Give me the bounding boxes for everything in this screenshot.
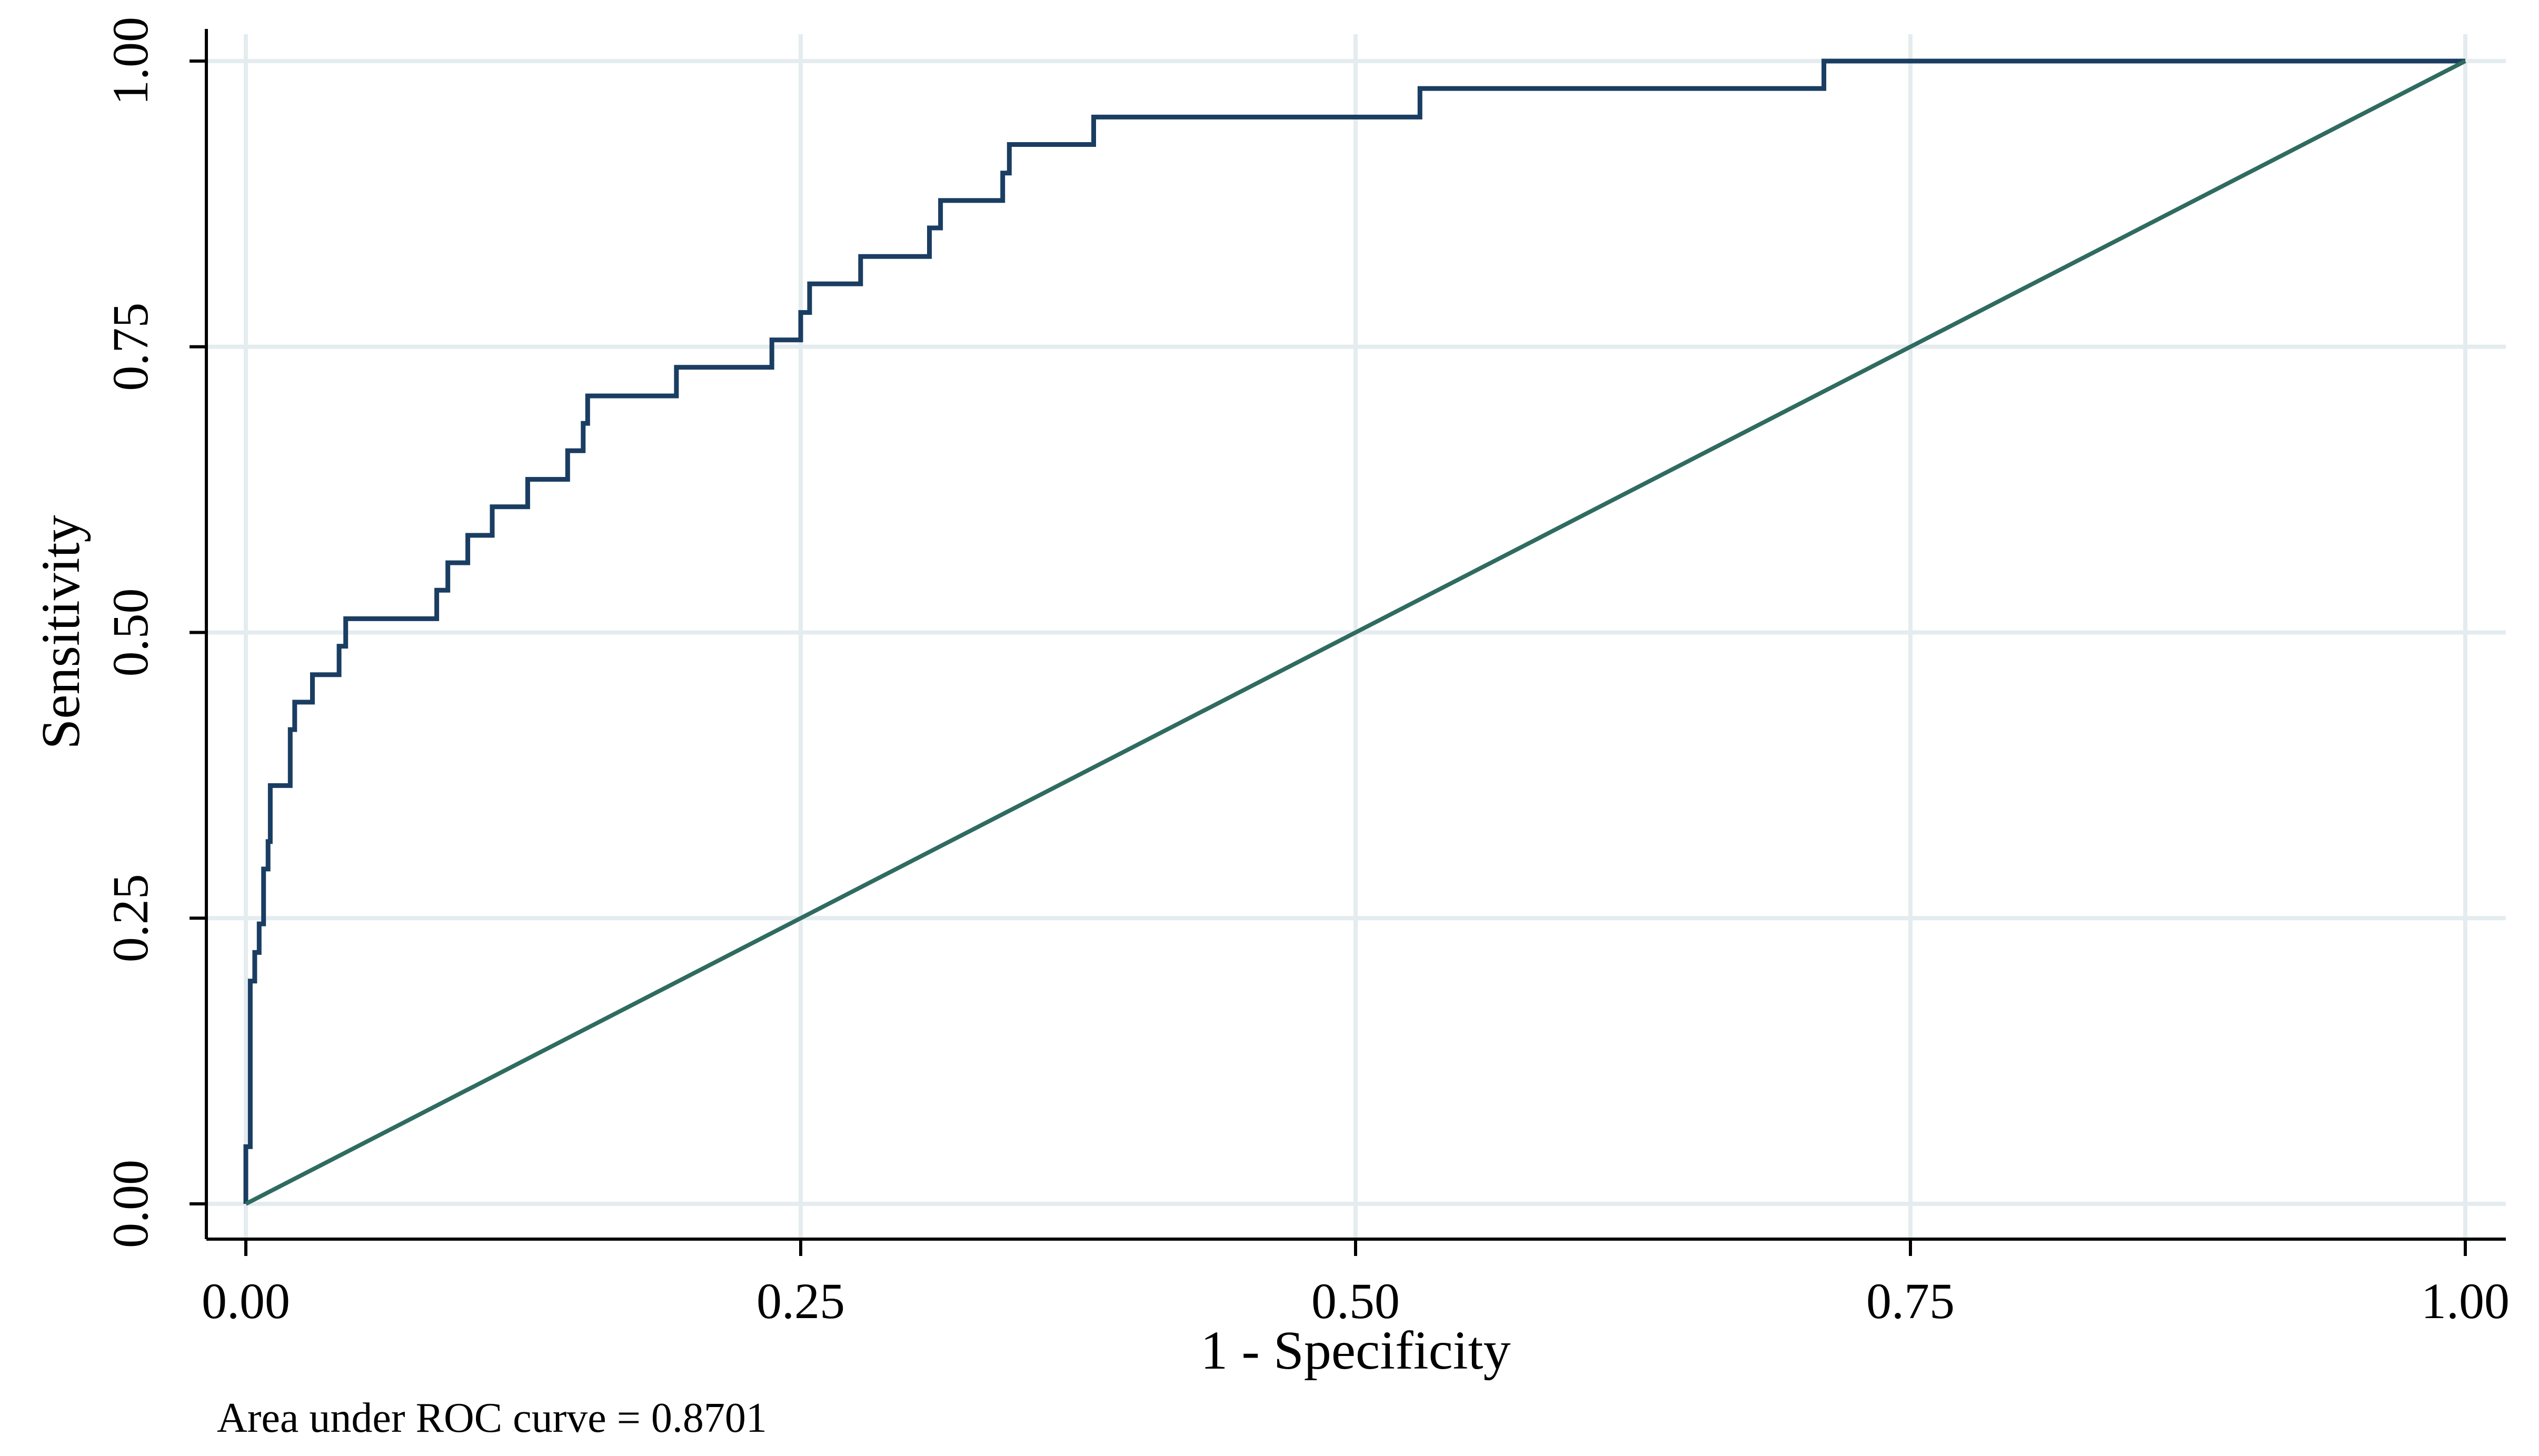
x-tick-label: 1.00: [2421, 1273, 2510, 1329]
y-tick-label: 0.00: [102, 1160, 158, 1248]
axes-layer: [190, 29, 2506, 1256]
reference-diagonal-line: [245, 59, 2466, 1206]
y-tick-label: 1.00: [102, 17, 158, 105]
x-tick-label: 0.25: [756, 1273, 845, 1329]
y-axis-title: Sensitivity: [31, 515, 91, 750]
x-tick-label: 0.75: [1866, 1273, 1955, 1329]
labels-layer: 0.00 0.25 0.50 0.75 1.00 0.00 0.25 0.50 0.75 1.00: [102, 17, 2510, 1329]
x-tick-label: 0.50: [1311, 1273, 1400, 1329]
x-tick-label: 0.00: [202, 1273, 290, 1329]
y-tick-label: 0.50: [102, 589, 158, 677]
x-axis-title: 1 - Specificity: [1200, 1320, 1510, 1381]
auc-note: Area under ROC curve = 0.8701: [217, 1395, 767, 1441]
y-tick-label: 0.25: [102, 874, 158, 962]
roc-curve-line: [243, 58, 2465, 1204]
grid-layer: [206, 34, 2506, 1239]
series-layer: [243, 58, 2466, 1206]
y-tick-label: 0.75: [102, 303, 158, 391]
